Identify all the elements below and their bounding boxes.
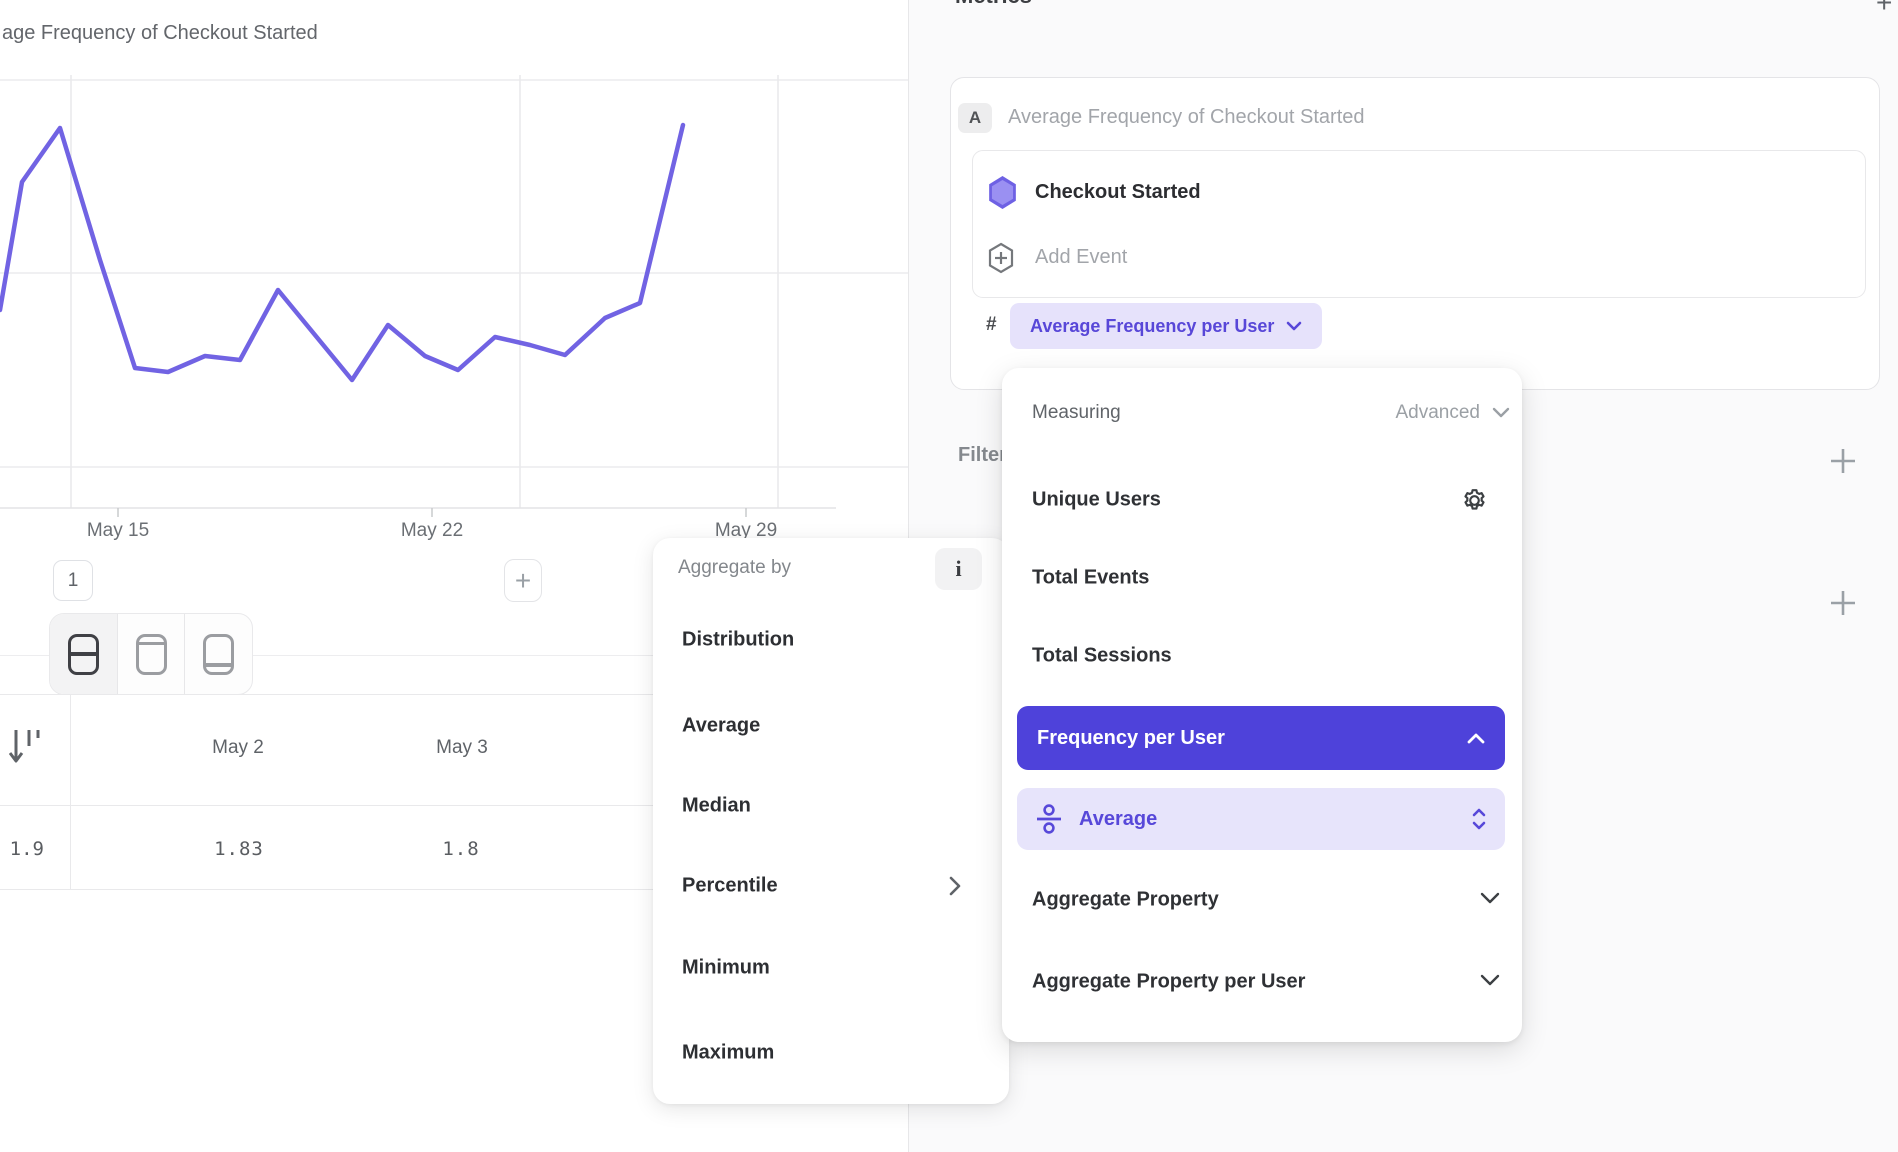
measuring-header: Measuring	[1032, 402, 1121, 423]
frequency-per-user-label: Frequency per User	[1037, 726, 1225, 749]
table-border	[0, 694, 908, 695]
event-name-button[interactable]: Checkout Started	[1035, 181, 1201, 203]
chevron-up-down-icon	[1472, 808, 1486, 830]
chart-top-icon	[135, 633, 167, 675]
menu-item-frequency-per-user-selected[interactable]: Frequency per User	[1017, 706, 1505, 770]
table-cell: 1.83	[214, 838, 264, 860]
metric-letter-badge: A	[958, 103, 992, 133]
add-breakdown-button[interactable]	[1828, 588, 1858, 618]
layout-table-only-button[interactable]	[184, 614, 252, 694]
metrics-section-heading: Metrics	[955, 0, 1032, 9]
chevron-right-icon	[949, 876, 961, 896]
sort-descending-icon[interactable]	[9, 726, 41, 768]
menu-item-aggregate-property-per-user[interactable]: Aggregate Property per User	[1032, 970, 1306, 993]
x-axis-label: May 15	[86, 520, 150, 541]
event-hexagon-icon-fill	[991, 180, 1014, 205]
frequency-line[interactable]	[0, 122, 686, 383]
divide-icon	[1037, 804, 1061, 834]
line-chart[interactable]	[0, 75, 908, 521]
add-metric-icon[interactable]: +	[1876, 0, 1893, 18]
layout-toggle-group	[49, 613, 253, 695]
table-column-divider	[70, 695, 71, 889]
menu-item-percentile[interactable]: Percentile	[682, 874, 778, 897]
gear-icon[interactable]	[1461, 487, 1488, 514]
chevron-down-icon[interactable]	[1492, 407, 1510, 419]
menu-item-average[interactable]: Average	[682, 714, 761, 737]
measurement-hash-icon: #	[986, 314, 997, 335]
aggregate-by-header: Aggregate by	[678, 557, 792, 578]
measuring-menu	[1002, 368, 1522, 1042]
layout-split-rows-button[interactable]	[50, 614, 117, 694]
menu-item-total-events[interactable]: Total Events	[1032, 566, 1150, 589]
add-filter-button[interactable]	[1828, 446, 1858, 476]
x-axis-label: May 29	[714, 520, 778, 541]
aggregation-average-label: Average	[1079, 807, 1158, 830]
table-row-label: 1.9	[9, 838, 44, 860]
table-cell: 1.8	[442, 838, 480, 860]
table-header-cell[interactable]: May 3	[436, 737, 488, 758]
menu-item-minimum[interactable]: Minimum	[682, 956, 770, 979]
add-annotation-button[interactable]: +	[504, 559, 542, 602]
add-event-button[interactable]: Add Event	[1035, 246, 1128, 268]
table-border	[0, 889, 908, 890]
menu-item-total-sessions[interactable]: Total Sessions	[1032, 644, 1172, 667]
info-button[interactable]: i	[935, 548, 982, 590]
advanced-dropdown[interactable]: Advanced	[1395, 402, 1480, 423]
split-rows-icon	[67, 633, 99, 675]
table-border	[0, 805, 908, 806]
chevron-up-icon	[1467, 733, 1485, 743]
chevron-down-icon	[1480, 974, 1500, 986]
x-axis-label: May 22	[400, 520, 464, 541]
layout-chart-only-button[interactable]	[116, 614, 185, 694]
add-event-hexagon-plus-icon[interactable]	[987, 242, 1015, 274]
table-header-cell[interactable]: May 2	[212, 737, 264, 758]
chart-card-divider	[0, 655, 908, 656]
chart-title: age Frequency of Checkout Started	[2, 22, 318, 44]
interval-input[interactable]: 1	[53, 560, 93, 601]
chevron-down-icon	[1287, 321, 1302, 331]
menu-item-median[interactable]: Median	[682, 794, 751, 817]
menu-item-distribution[interactable]: Distribution	[682, 628, 795, 651]
measurement-dropdown[interactable]: Average Frequency per User	[1010, 303, 1323, 349]
menu-item-unique-users[interactable]: Unique Users	[1032, 488, 1161, 511]
menu-item-aggregate-property[interactable]: Aggregate Property	[1032, 888, 1219, 911]
event-selector-box	[972, 150, 1866, 298]
frequency-aggregation-selector[interactable]: Average	[1017, 788, 1505, 850]
measurement-dropdown-label: Average Frequency per User	[1030, 315, 1275, 336]
metric-name-input[interactable]: Average Frequency of Checkout Started	[1008, 106, 1365, 128]
chevron-down-icon	[1480, 892, 1500, 904]
table-bottom-icon	[203, 633, 235, 675]
aggregate-by-menu	[653, 538, 1009, 1104]
menu-item-maximum[interactable]: Maximum	[682, 1041, 775, 1064]
